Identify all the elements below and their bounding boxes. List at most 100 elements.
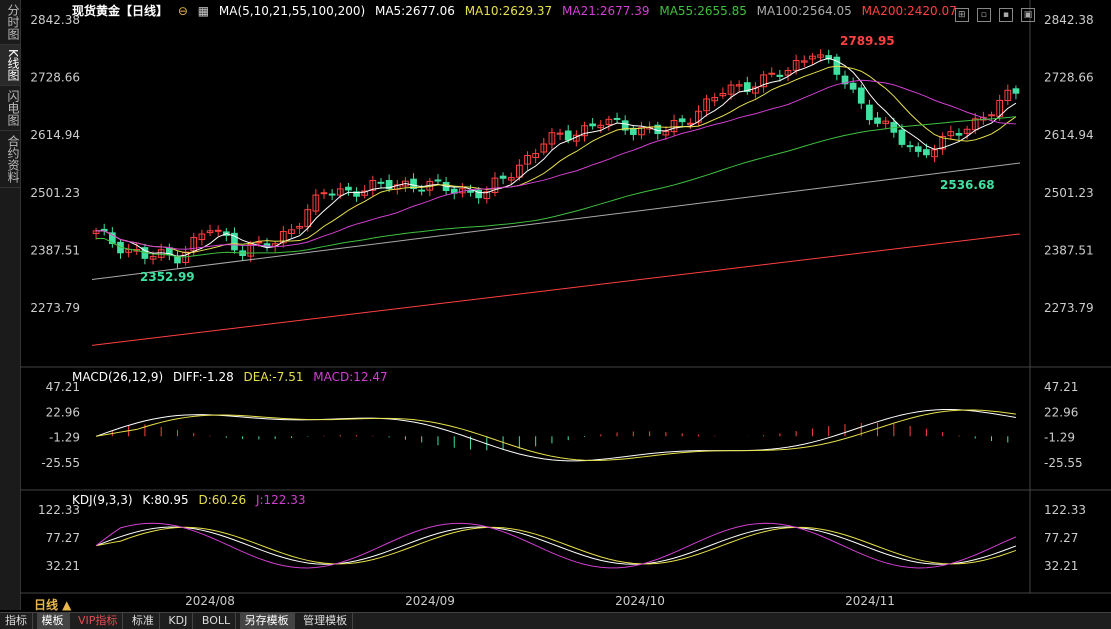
candle-body (857, 87, 865, 104)
tab-timeshare[interactable]: 分时图 (0, 0, 20, 45)
chart-area[interactable]: 2842.38 2842.38 2728.66 2728.66 2614.94 2614.… (20, 0, 1111, 610)
candle-body (792, 59, 800, 71)
ma200-line (91, 233, 1021, 346)
candle-body (345, 186, 352, 191)
ma21-value: MA21:2677.39 (562, 4, 650, 18)
kdj-d-line (95, 526, 1017, 565)
candle-body (369, 179, 377, 191)
chart-svg[interactable]: 2842.38 2842.38 2728.66 2728.66 2614.94 2614.… (20, 0, 1111, 610)
price-axis-label-right: 2842.38 (1044, 13, 1094, 27)
candle-body (866, 104, 873, 121)
price-axis-label-left: 2273.79 (30, 301, 80, 315)
low-annotation: 2536.68 (940, 178, 995, 192)
price-axis-label-right: 2273.79 (1044, 301, 1094, 315)
ma100-value: MA100:2564.05 (756, 4, 852, 18)
kdj-axis-label-left: 32.21 (46, 559, 80, 573)
kdj-axis-label-right: 77.27 (1044, 531, 1078, 545)
candle-body (939, 135, 947, 150)
candle-body (882, 120, 890, 124)
tab-kline[interactable]: K线图 (0, 45, 20, 86)
ma55-line (96, 116, 1016, 258)
candle-body (320, 192, 328, 195)
settings-icon[interactable]: ⊖ (177, 4, 188, 18)
date-axis-label: 2024/09 (405, 594, 455, 608)
candle-body (556, 132, 564, 135)
candle-body (776, 74, 784, 77)
candle-body (906, 145, 914, 148)
window-buttons: ⊞ ▫ ▪ ▣ (952, 2, 1035, 22)
macd-axis-label-left: 22.96 (46, 405, 80, 419)
period-selector[interactable]: 日线 ▲ (34, 598, 72, 612)
candle-body (678, 118, 686, 123)
candle-body (434, 179, 442, 182)
price-axis-label-right: 2728.66 (1044, 71, 1094, 85)
price-axis-label-right: 2387.51 (1044, 243, 1094, 257)
ma-legend-icon[interactable]: ▦ (197, 4, 210, 18)
candle-body (988, 114, 995, 117)
sidebar: 分时图 K线图 闪电图 合约资料 (0, 0, 21, 610)
ma21-line (96, 79, 1016, 250)
candle-body (288, 229, 295, 234)
candle-body (589, 123, 596, 127)
candle-body (312, 194, 320, 212)
kdj-axis-label-left: 77.27 (46, 531, 80, 545)
kdj-axis-label-right: 32.21 (1044, 559, 1078, 573)
kdj-legend: KDJ(9,3,3) K:80.95 D:60.26 J:122.33 (72, 493, 312, 507)
candle-body (743, 82, 751, 92)
close-panel-icon[interactable]: ▣ (1021, 8, 1035, 22)
macd-axis-label-right: -25.55 (1044, 456, 1083, 470)
macd-axis-label-left: 47.21 (46, 380, 80, 394)
toolbar-boll[interactable]: BOLL (197, 613, 237, 629)
macd-dea-line (95, 409, 1017, 461)
kdj-label: KDJ(9,3,3) (72, 493, 133, 507)
toolbar-kdj[interactable]: KDJ (163, 613, 194, 629)
zoom-in-icon[interactable]: ▪ (998, 8, 1013, 22)
candle-body (198, 233, 206, 241)
kdj-axis-label-left: 122.33 (38, 503, 80, 517)
candle-body (532, 153, 539, 159)
candle-body (377, 181, 385, 184)
toolbar-manage-template[interactable]: 管理模板 (298, 613, 354, 629)
candle-body (955, 133, 963, 136)
tab-contract-info[interactable]: 合约资料 (0, 131, 20, 188)
candle-body (670, 119, 678, 133)
candle-body (157, 249, 165, 258)
price-axis-label-left: 2842.38 (30, 13, 80, 27)
candle-body (605, 118, 613, 126)
tab-flash[interactable]: 闪电图 (0, 86, 20, 131)
date-axis-label: 2024/11 (845, 594, 895, 608)
kdj-k: K:80.95 (142, 493, 189, 507)
candle-body (784, 70, 792, 76)
price-axis-label-right: 2614.94 (1044, 128, 1094, 142)
candle-body (662, 131, 670, 136)
toolbar-vip-indicator[interactable]: VIP指标 (73, 613, 124, 629)
toolbar-standard[interactable]: 标准 (127, 613, 160, 629)
toolbar-save-template[interactable]: 另存模板 (239, 613, 295, 629)
candle-body (1012, 88, 1020, 94)
macd-legend: MACD(26,12,9) DIFF:-1.28 DEA:-7.51 MACD:… (72, 370, 394, 384)
date-axis-label: 2024/08 (185, 594, 235, 608)
macd-diff: DIFF:-1.28 (172, 370, 234, 384)
macd-axis-label-left: -1.29 (49, 431, 80, 445)
candle-body (182, 251, 189, 264)
ma100-line (91, 162, 1021, 281)
candle-body (149, 255, 157, 260)
candle-body (686, 122, 694, 125)
toolbar-indicator[interactable]: 指标 (0, 613, 33, 629)
candle-body (214, 229, 222, 232)
toolbar-template[interactable]: 模板 (36, 613, 70, 629)
kdj-axis-label-right: 122.33 (1044, 503, 1086, 517)
candle-body (516, 164, 523, 178)
candle-body (410, 178, 417, 190)
candle-body (703, 98, 710, 112)
candle-body (971, 118, 979, 131)
zoom-out-icon[interactable]: ▫ (976, 8, 991, 22)
candle-body (491, 177, 499, 193)
early-low-annotation: 2352.99 (140, 270, 195, 284)
candle-body (898, 129, 906, 145)
candle-body (247, 243, 255, 257)
expand-icon[interactable]: ⊞ (954, 8, 969, 22)
candle-body (800, 60, 808, 63)
candle-body (296, 225, 303, 229)
candle-body (874, 117, 881, 124)
